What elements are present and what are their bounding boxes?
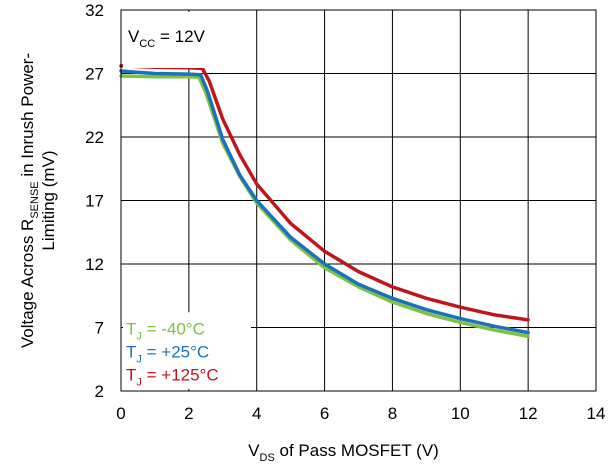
y-axis-label-suffix: in Inrush Power-: [18, 53, 37, 182]
legend-background: [123, 312, 251, 389]
x-tick-label: 12: [519, 404, 538, 423]
series-layer: [119, 64, 530, 339]
x-tick-label: 0: [116, 404, 125, 423]
x-tick-label: 6: [320, 404, 329, 423]
plot-frame: [120, 9, 597, 392]
y-tick-label: 27: [85, 65, 104, 84]
x-axis-label-subscript: DS: [260, 452, 275, 464]
x-tick-label: 8: [388, 404, 397, 423]
x-tick-label: 14: [587, 404, 606, 423]
condition-prefix: V: [128, 27, 140, 46]
legend-entry: TJ = +25°C: [126, 342, 209, 365]
y-tick-label: 32: [85, 1, 104, 20]
x-axis-label-prefix: V: [248, 441, 260, 460]
legend-entry-subscript: J: [136, 330, 142, 342]
legend-entry-prefix: T: [126, 365, 136, 384]
condition-box: [123, 12, 251, 68]
legend-entry-suffix: = -40°C: [142, 319, 205, 338]
x-tick-label: 4: [252, 404, 261, 423]
x-tick-labels: 0 2 4 6 8 10 12 14: [116, 404, 605, 423]
x-axis-label-suffix: of Pass MOSFET (V): [275, 441, 439, 460]
legend-entry-subscript: J: [136, 376, 142, 388]
y-axis-label-line1: Voltage Across RSENSE in Inrush Power-: [18, 53, 41, 348]
x-tick-label: 2: [184, 404, 193, 423]
y-tick-label: 12: [85, 255, 104, 274]
condition-subscript: CC: [139, 38, 155, 50]
condition-annotation: VCC = 12V: [128, 27, 206, 50]
grid: [120, 9, 597, 392]
y-tick-label: 2: [95, 382, 104, 401]
condition-suffix: = 12V: [155, 27, 205, 46]
legend: TJ = -40°CTJ = +25°CTJ = +125°C: [123, 312, 251, 389]
y-axis-label: Voltage Across RSENSE in Inrush Power- L…: [18, 53, 58, 348]
legend-entry-suffix: = +125°C: [142, 365, 219, 384]
legend-entry-subscript: J: [136, 353, 142, 365]
legend-entry-prefix: T: [126, 342, 136, 361]
legend-entry: TJ = -40°C: [126, 319, 205, 342]
series-line: [119, 69, 530, 335]
y-tick-label: 7: [95, 319, 104, 338]
x-axis-label: VDS of Pass MOSFET (V): [248, 441, 439, 464]
y-tick-label: 22: [85, 128, 104, 147]
y-axis-label-line2: Limiting (mV): [39, 150, 58, 250]
y-axis-label-prefix: Voltage Across R: [18, 219, 37, 348]
y-axis-label-subscript: SENSE: [29, 181, 41, 218]
legend-entry: TJ = +125°C: [126, 365, 219, 388]
y-tick-label: 17: [85, 192, 104, 211]
x-tick-label: 10: [451, 404, 470, 423]
series-line: [119, 64, 530, 322]
legend-entry-suffix: = +25°C: [142, 342, 209, 361]
legend-entry-prefix: T: [126, 319, 136, 338]
